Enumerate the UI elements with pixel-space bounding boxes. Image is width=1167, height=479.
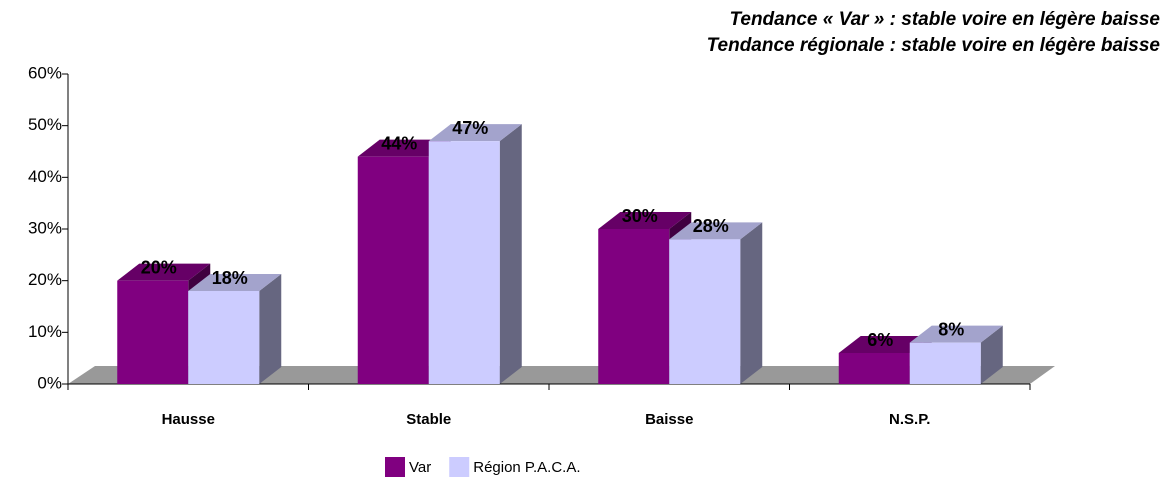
value-label: 18%: [212, 268, 248, 288]
chart-title: Tendance « Var » : stable voire en légèr…: [729, 9, 1160, 30]
legend-swatch: [385, 457, 405, 477]
bar-top: [357, 139, 451, 157]
value-label: 28%: [693, 216, 729, 236]
y-tick-label: 20%: [28, 270, 62, 289]
value-label: 8%: [938, 319, 964, 339]
bar: [428, 141, 500, 384]
value-label: 20%: [141, 257, 177, 277]
x-tick-label: Baisse: [645, 411, 693, 428]
value-label: 30%: [622, 206, 658, 226]
legend-label: Var: [409, 459, 431, 476]
bar-side: [740, 222, 763, 384]
y-tick-label: 60%: [28, 63, 62, 82]
bar: [598, 229, 670, 384]
y-tick-label: 0%: [37, 373, 62, 392]
x-tick-label: N.S.P.: [889, 411, 930, 428]
y-tick-label: 40%: [28, 167, 62, 186]
bar-top: [428, 124, 522, 142]
bar-top: [598, 212, 692, 229]
bar-top: [669, 222, 763, 240]
bar-top: [188, 274, 282, 291]
y-tick-label: 30%: [28, 218, 62, 237]
bar: [838, 353, 910, 384]
bar-side: [499, 124, 522, 385]
bar: [909, 342, 981, 384]
chart-subtitle: Tendance régionale : stable voire en lég…: [707, 35, 1161, 56]
bar-top: [838, 336, 932, 353]
legend-label: Région P.A.C.A.: [473, 459, 580, 476]
value-label: 44%: [381, 133, 417, 153]
floor: [68, 366, 1055, 384]
x-tick-label: Hausse: [162, 411, 215, 428]
x-tick-label: Stable: [406, 411, 451, 428]
value-label: 6%: [867, 330, 893, 350]
bar: [188, 291, 260, 384]
legend-swatch: [449, 457, 470, 477]
bar-side: [259, 274, 282, 384]
bar: [669, 239, 741, 384]
y-tick-label: 50%: [28, 115, 62, 134]
bar-top: [117, 263, 211, 281]
bar: [357, 156, 429, 384]
bar-top: [909, 325, 1003, 343]
y-tick-label: 10%: [28, 322, 62, 341]
bar-side: [980, 325, 1003, 384]
value-label: 47%: [452, 118, 488, 138]
bar: [117, 280, 189, 384]
